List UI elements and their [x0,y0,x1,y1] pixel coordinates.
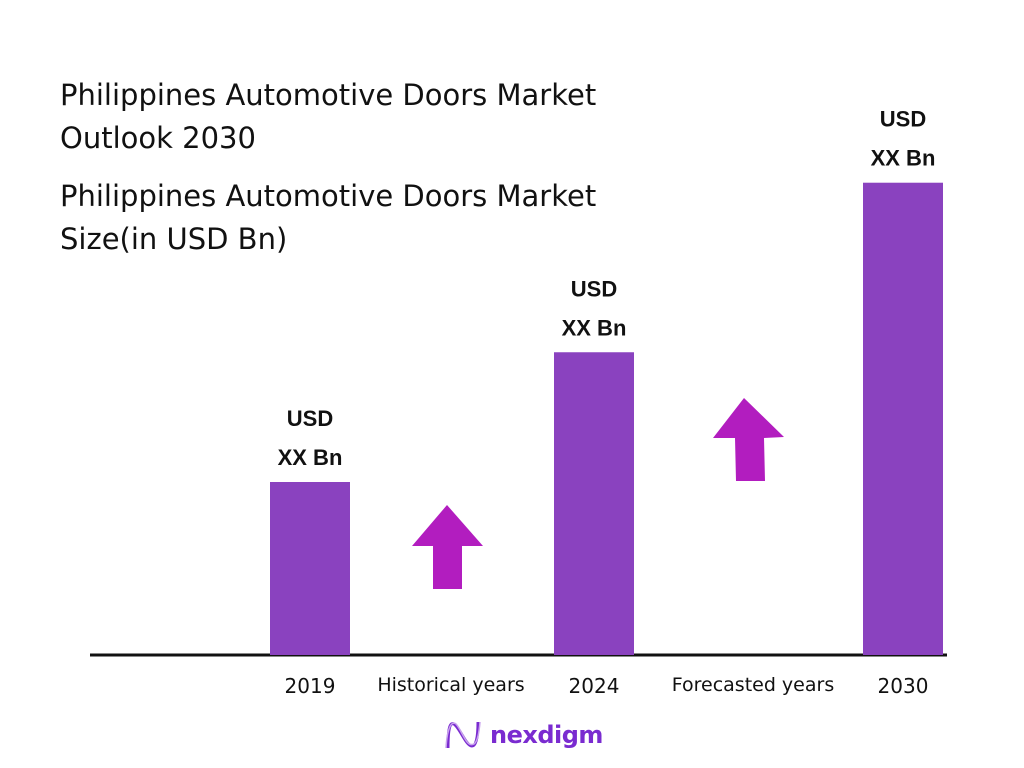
data-label-line1: USD [287,406,333,431]
data-label-line2: XX Bn [278,445,343,470]
logo-text: nexdigm [490,721,603,749]
bar-2030 [863,182,943,655]
chart-title: Philippines Automotive Doors Market Outl… [60,78,597,155]
x-tick-label: 2019 [285,674,336,698]
data-label-line2: XX Bn [871,146,936,171]
data-label-line2: XX Bn [562,315,627,340]
nexdigm-logo: nexdigm [444,718,603,752]
data-label-line1: USD [880,107,926,132]
bar-2019 [270,482,350,655]
period-label-historical: Historical years [377,674,524,696]
growth-arrow-icon [412,505,483,589]
data-label-line1: USD [571,276,617,301]
growth-arrow-icon [713,398,784,481]
x-tick-label: 2024 [569,674,620,698]
bar-2024 [554,352,634,655]
logo-wave-icon [445,721,481,749]
chart-subtitle: Philippines Automotive Doors Market Size… [60,179,597,256]
period-label-forecast: Forecasted years [672,674,834,696]
x-tick-label: 2030 [878,674,929,698]
